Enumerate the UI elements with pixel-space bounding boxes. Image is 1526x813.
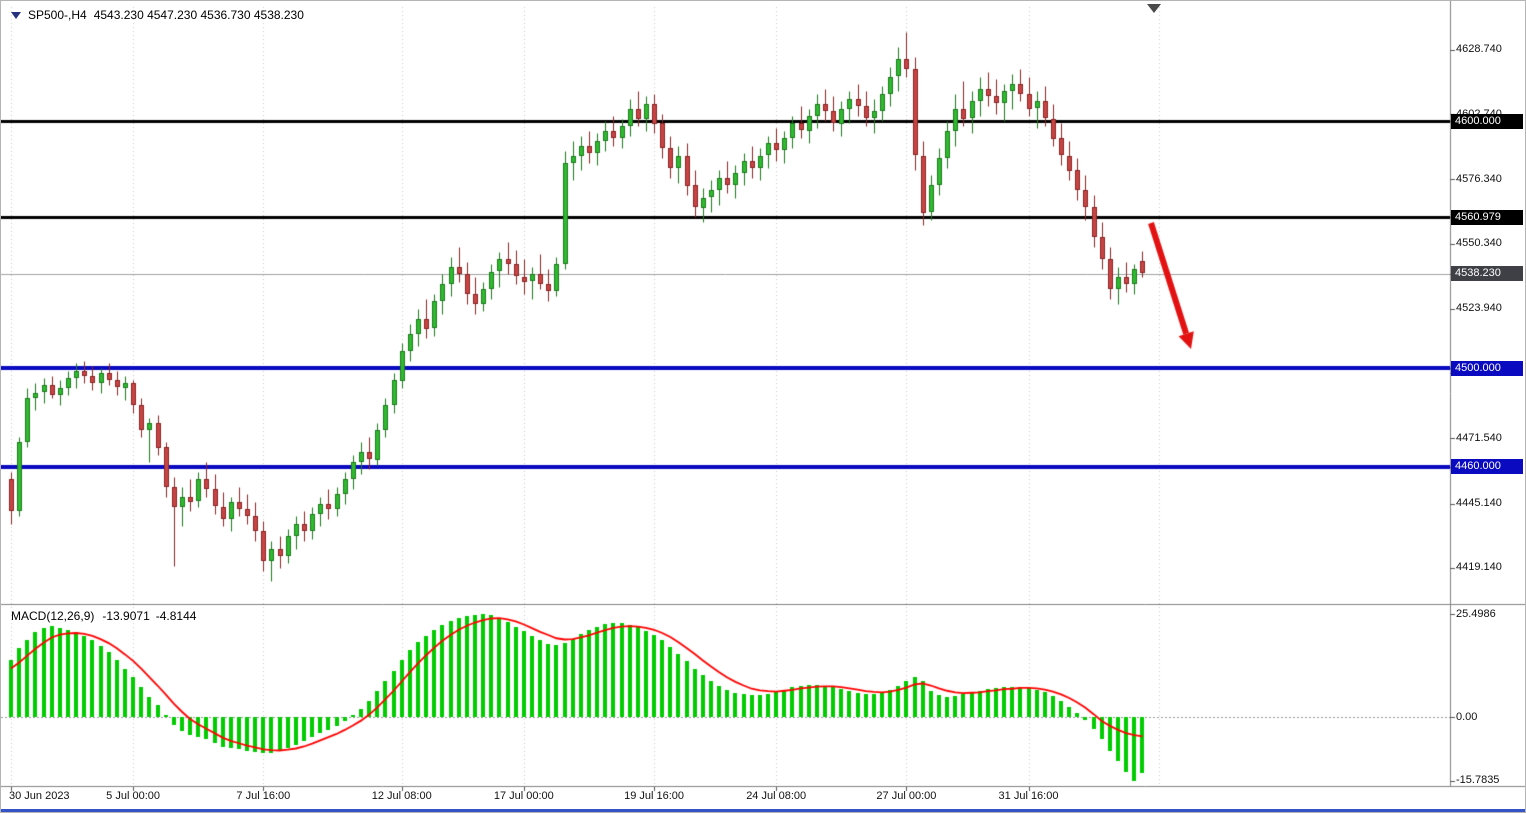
chart-shift-marker-icon[interactable]: [1147, 4, 1161, 13]
macd-main-value: -13.9071: [102, 609, 150, 623]
macd-indicator-label: MACD(12,26,9) -13.9071 -4.8144: [11, 609, 202, 623]
window-bottom-frame: [1, 809, 1525, 812]
macd-name: MACD(12,26,9): [11, 609, 95, 623]
chart-title: SP500-,H4 4543.230 4547.230 4536.730 453…: [11, 8, 304, 22]
symbol-marker-icon: [11, 11, 21, 19]
macd-signal-value: -4.8144: [155, 609, 197, 623]
ohlc-values: 4543.230 4547.230 4536.730 4538.230: [93, 8, 304, 22]
symbol-timeframe: SP500-,H4: [28, 8, 87, 22]
